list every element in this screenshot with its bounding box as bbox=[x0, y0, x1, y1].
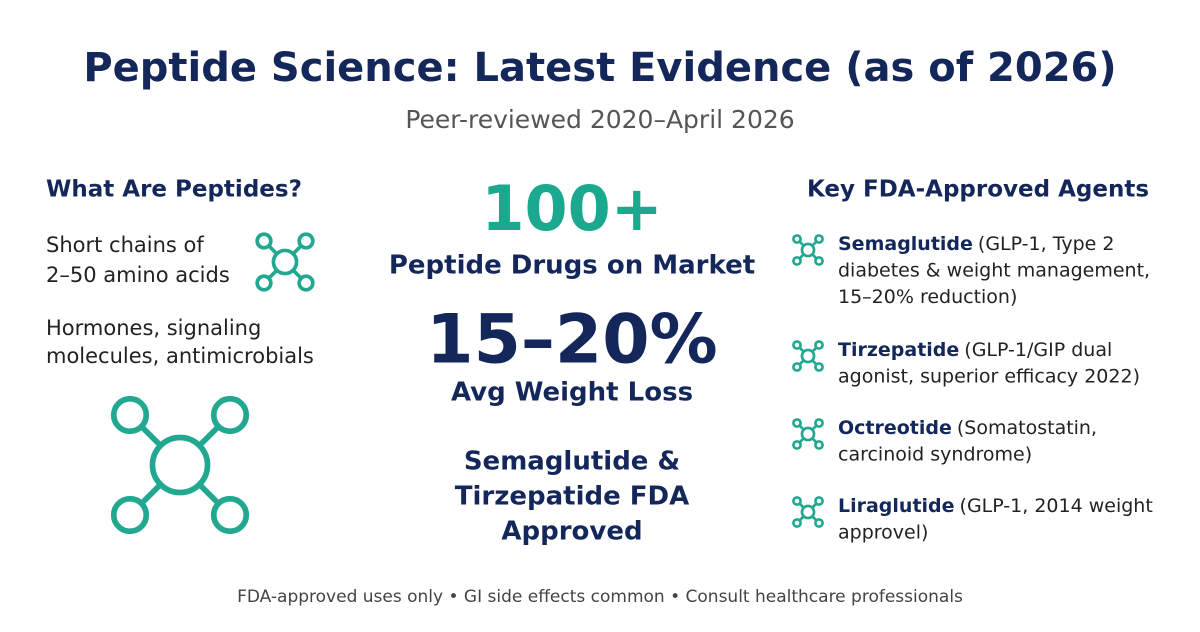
molecule-hub bbox=[800, 242, 816, 258]
agent-line: carcinoid syndrome) bbox=[838, 443, 1032, 465]
stat-value: 15–20% bbox=[426, 301, 717, 380]
molecule-node bbox=[814, 518, 824, 528]
agent-line: agonist, superior efficacy 2022) bbox=[838, 365, 1140, 387]
agent-detail: agonist, superior efficacy 2022) bbox=[838, 365, 1140, 387]
agent-detail: 15–20% reduction) bbox=[838, 286, 1017, 308]
molecule-hub bbox=[800, 504, 816, 520]
right-heading: Key FDA-Approved Agents bbox=[807, 177, 1149, 203]
agent-detail: approvel) bbox=[838, 521, 928, 543]
molecule-node bbox=[110, 395, 150, 435]
molecule-node bbox=[792, 234, 802, 244]
molecule-node bbox=[814, 234, 824, 244]
agent-line: Semaglutide (GLP-1, Type 2 bbox=[838, 233, 1114, 255]
agent-line: Octreotide (Somatostatin, bbox=[838, 417, 1097, 439]
molecule-node bbox=[792, 418, 802, 428]
molecule-node bbox=[255, 232, 273, 250]
agent-line: diabetes & weight management, bbox=[838, 259, 1150, 281]
molecule-node bbox=[814, 440, 824, 450]
molecule-hub bbox=[800, 426, 816, 442]
molecule-icon bbox=[792, 340, 824, 372]
molecule-hub bbox=[149, 434, 211, 496]
molecule-node bbox=[792, 340, 802, 350]
left-roles-line: molecules, antimicrobials bbox=[46, 344, 314, 368]
molecule-node bbox=[814, 340, 824, 350]
agent-line: approvel) bbox=[838, 521, 928, 543]
molecule-node bbox=[110, 495, 150, 535]
agent-detail: (GLP-1/GIP dual bbox=[964, 339, 1112, 361]
agent-detail: (GLP-1, Type 2 bbox=[978, 233, 1115, 255]
title: Peptide Science: Latest Evidence (as of … bbox=[83, 45, 1116, 91]
molecule-bond bbox=[140, 425, 163, 448]
molecule-bond bbox=[197, 482, 220, 505]
note-line: Tirzepatide FDA bbox=[455, 482, 690, 512]
molecule-node bbox=[814, 496, 824, 506]
agent-name: Tirzepatide bbox=[838, 339, 959, 361]
stat-label: Avg Weight Loss bbox=[451, 378, 693, 408]
molecule-node bbox=[792, 362, 802, 372]
agent-name: Octreotide bbox=[838, 417, 952, 439]
molecule-icon bbox=[110, 395, 250, 535]
molecule-icon bbox=[792, 234, 824, 266]
molecule-node bbox=[792, 496, 802, 506]
molecule-node bbox=[210, 395, 250, 435]
agent-detail: (Somatostatin, bbox=[957, 417, 1097, 439]
molecule-icon bbox=[255, 232, 315, 292]
molecule-node bbox=[210, 495, 250, 535]
molecule-node bbox=[814, 418, 824, 428]
molecule-bond bbox=[292, 244, 303, 255]
note-line: Approved bbox=[501, 517, 642, 547]
molecule-icon bbox=[792, 418, 824, 450]
molecule-hub bbox=[800, 348, 816, 364]
molecule-node bbox=[814, 256, 824, 266]
footer: FDA-approved uses only • GI side effects… bbox=[237, 587, 963, 607]
molecule-node bbox=[814, 362, 824, 372]
stat-value: 100+ bbox=[481, 172, 662, 245]
molecule-bond bbox=[267, 244, 278, 255]
molecule-node bbox=[297, 232, 315, 250]
agent-detail: diabetes & weight management, bbox=[838, 259, 1150, 281]
agent-detail: carcinoid syndrome) bbox=[838, 443, 1032, 465]
subtitle: Peer-reviewed 2020–April 2026 bbox=[405, 105, 794, 134]
molecule-bond bbox=[197, 425, 220, 448]
molecule-icon bbox=[792, 496, 824, 528]
agent-name: Liraglutide bbox=[838, 495, 955, 517]
molecule-node bbox=[792, 440, 802, 450]
molecule-bond bbox=[292, 269, 303, 280]
molecule-node bbox=[297, 274, 315, 292]
stat-label: Peptide Drugs on Market bbox=[389, 251, 755, 281]
left-roles-line: Hormones, signaling bbox=[46, 316, 261, 340]
left-definition-line: Short chains of bbox=[46, 233, 204, 257]
molecule-node bbox=[255, 274, 273, 292]
agent-line: 15–20% reduction) bbox=[838, 286, 1017, 308]
molecule-node bbox=[792, 518, 802, 528]
agent-line: Liraglutide (GLP-1, 2014 weight bbox=[838, 495, 1153, 517]
molecule-bond bbox=[140, 482, 163, 505]
note-line: Semaglutide & bbox=[464, 447, 680, 477]
agent-name: Semaglutide bbox=[838, 233, 973, 255]
left-heading: What Are Peptides? bbox=[46, 177, 302, 203]
molecule-node bbox=[792, 256, 802, 266]
left-definition-line: 2–50 amino acids bbox=[46, 263, 230, 287]
agent-detail: (GLP-1, 2014 weight bbox=[960, 495, 1153, 517]
molecule-hub bbox=[271, 248, 299, 276]
agent-line: Tirzepatide (GLP-1/GIP dual bbox=[838, 339, 1112, 361]
molecule-bond bbox=[267, 269, 278, 280]
